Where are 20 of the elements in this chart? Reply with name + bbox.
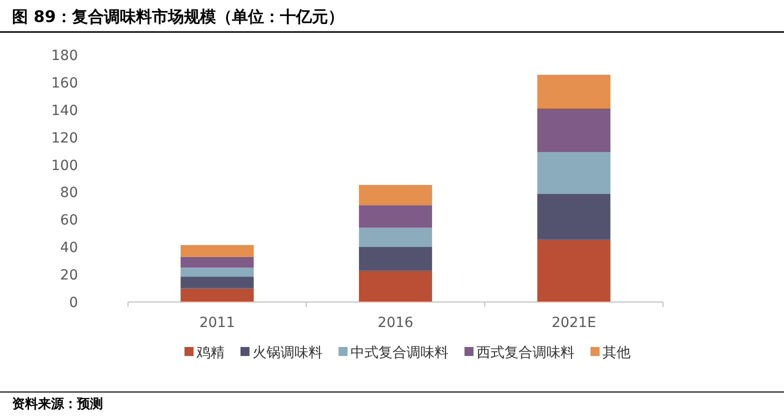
y-tick-label: 160 [51, 75, 78, 92]
legend-label: 火锅调味料 [252, 345, 322, 361]
y-tick-label: 80 [60, 185, 78, 202]
y-tick-label: 120 [51, 130, 78, 146]
y-tick-label: 20 [60, 268, 78, 284]
chart-title: 图 89：复合调味料市场规模（单位：十亿元） [12, 7, 344, 26]
x-tick-label: 2016 [378, 315, 414, 331]
y-tick-label: 0 [69, 295, 78, 311]
x-tick-label: 2021E [552, 315, 596, 331]
x-tick-label: 2011 [199, 315, 235, 331]
y-tick-label: 60 [60, 212, 78, 229]
legend-label: 中式复合调味料 [350, 345, 448, 361]
legend-label: 鸡精 [196, 345, 224, 361]
legend-label: 其他 [602, 345, 630, 361]
y-tick-label: 100 [51, 158, 78, 174]
y-tick-label: 40 [60, 240, 78, 256]
y-tick-label: 180 [51, 48, 78, 64]
y-tick-label: 140 [51, 102, 78, 119]
text: 资料来源：预测 [12, 397, 103, 412]
legend-label: 西式复合调味料 [476, 345, 574, 361]
